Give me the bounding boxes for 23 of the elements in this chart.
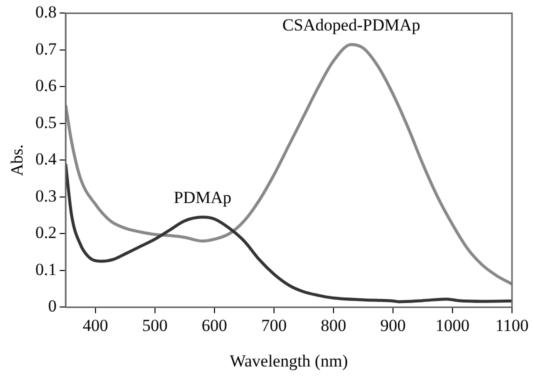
x-tick-label: 800 [320,316,346,335]
x-tick-label: 1000 [435,316,470,335]
y-tick-label: 0.6 [35,76,57,96]
x-tick-label: 1100 [495,316,529,335]
x-tick-label: 700 [261,316,287,335]
y-tick-label: 0.3 [35,186,57,206]
x-axis-title: Wavelength (nm) [230,351,348,370]
x-tick-label: 500 [142,316,168,335]
y-tick-label: 0.2 [35,223,57,242]
y-tick-label: 0.8 [35,2,57,22]
x-tick-label: 900 [380,316,406,335]
series-label: CSAdoped-PDMAp [282,15,420,34]
y-tick-label: 0.4 [35,150,58,169]
x-tick-label: 400 [82,316,108,335]
y-tick-label: 0.1 [35,260,57,279]
y-tick-label: 0 [48,296,57,316]
line-series [66,42,512,286]
y-tick-label: 0.7 [35,39,58,58]
line-series [66,162,512,304]
y-tick-label: 0.5 [35,112,57,132]
x-tick-label: 600 [202,316,228,335]
series-label: PDMAp [174,188,232,208]
y-axis-title: Abs. [8,144,27,176]
